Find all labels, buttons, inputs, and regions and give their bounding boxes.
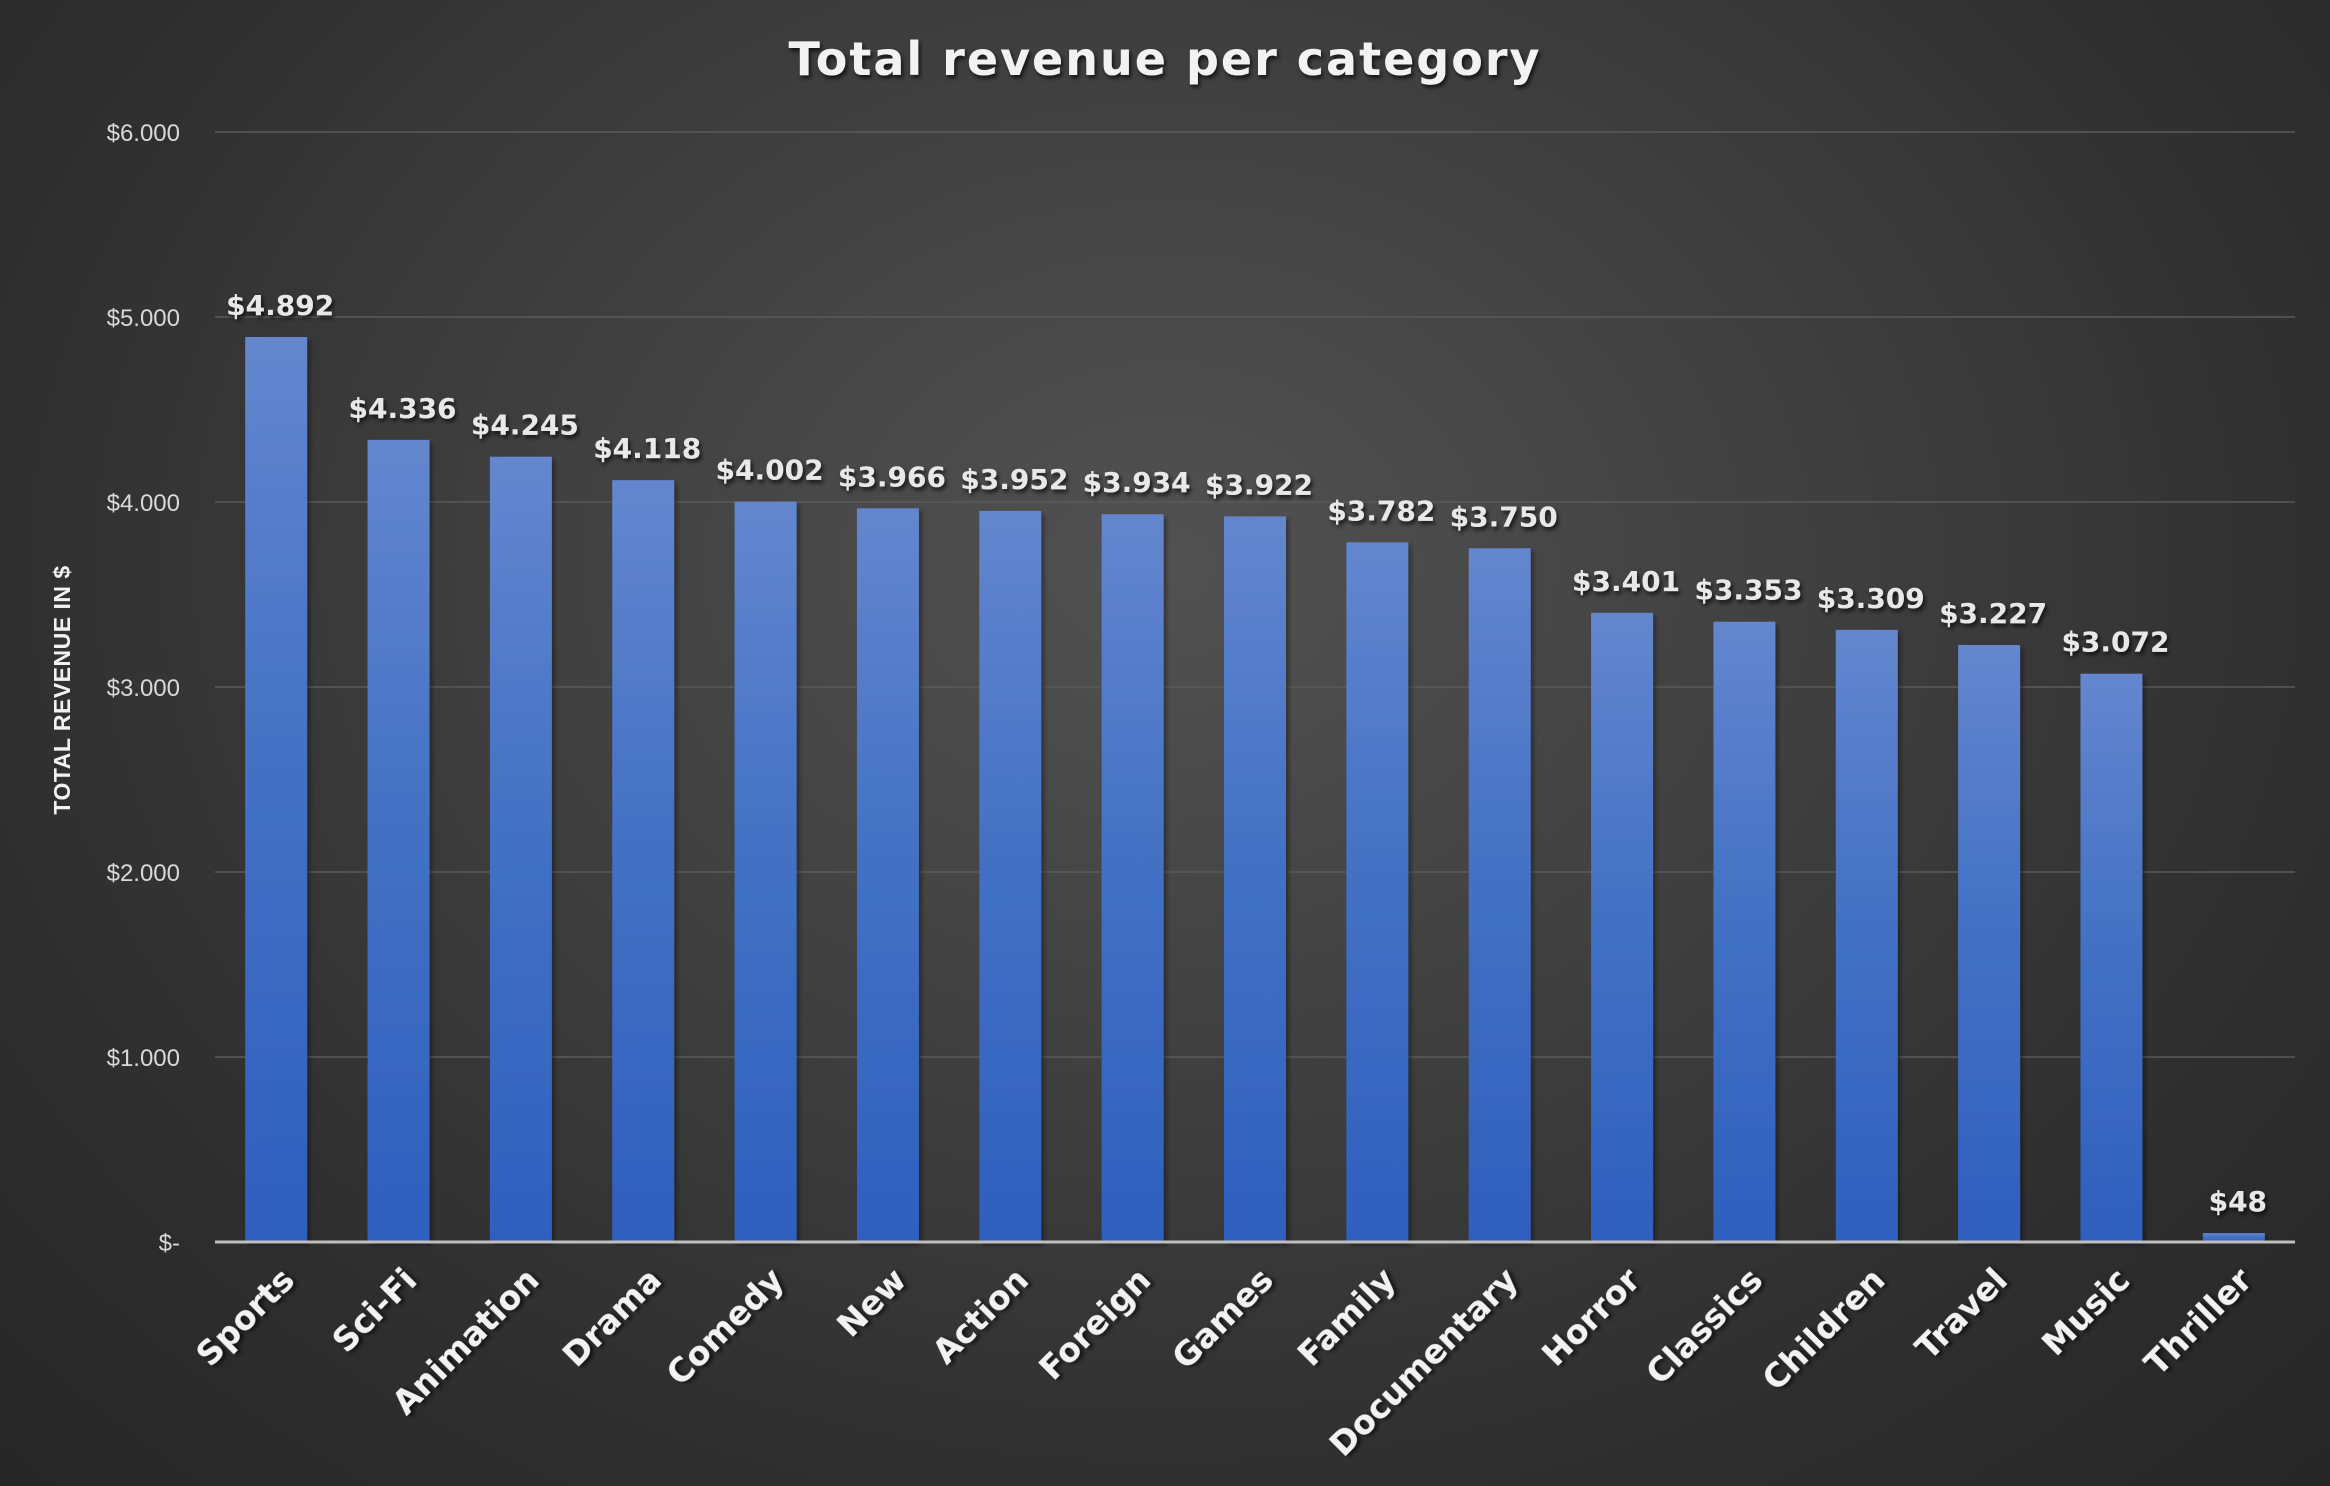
bars [245, 336, 2265, 1243]
bar-sci-fi [367, 439, 430, 1243]
category-label: Foreign [1031, 1260, 1158, 1387]
category-label: Games [1164, 1260, 1281, 1377]
data-label: $3.353 [1694, 574, 1802, 607]
data-label: $3.934 [1083, 466, 1191, 499]
y-tick-label: $5.000 [107, 305, 180, 332]
bar-action [979, 510, 1042, 1242]
category-label: Family [1290, 1260, 1403, 1373]
y-axis-ticks: $- $1.000 $2.000 $3.000 $4.000 $5.000 $6.000 [107, 120, 180, 1257]
data-label: $3.227 [1939, 597, 2047, 630]
data-label: $3.401 [1572, 565, 1680, 598]
category-label: Sci-Fi [324, 1260, 424, 1360]
category-label: Classics [1638, 1260, 1770, 1392]
data-label: $4.892 [226, 289, 334, 322]
y-axis-title: TOTAL REVENUE IN $ [49, 565, 75, 814]
data-label: $3.309 [1817, 582, 1925, 615]
data-label: $3.750 [1450, 500, 1558, 533]
data-label: $3.782 [1327, 494, 1435, 527]
bar-children [1835, 629, 1898, 1242]
bar-sports [245, 336, 308, 1243]
data-label: $4.118 [593, 432, 701, 465]
data-label: $4.336 [348, 392, 456, 425]
bar-new [856, 508, 919, 1242]
bar-travel [1958, 645, 2021, 1242]
data-labels: $4.892 $4.336 $4.245 $4.118 $4.002 $3.966 $3.9… [226, 289, 2267, 1218]
data-label: $4.002 [716, 454, 824, 487]
bar-thriller [2202, 1233, 2265, 1242]
y-tick-label: $6.000 [107, 120, 180, 147]
category-label: Horror [1534, 1260, 1648, 1374]
bar-classics [1713, 621, 1776, 1242]
data-label: $4.245 [471, 409, 579, 442]
data-label: $3.922 [1205, 468, 1313, 501]
bar-animation [489, 456, 552, 1242]
bar-comedy [734, 501, 797, 1242]
bar-documentary [1468, 548, 1531, 1242]
category-label: Travel [1908, 1260, 2015, 1367]
category-label: Thriller [2137, 1260, 2260, 1383]
y-tick-label: $3.000 [107, 675, 180, 702]
chart-title: Total revenue per category [789, 32, 1542, 86]
category-label: Drama [555, 1260, 669, 1374]
y-tick-label: $2.000 [107, 860, 180, 887]
category-label: Action [925, 1260, 1036, 1371]
category-label: Sports [188, 1260, 302, 1374]
category-label: Music [2034, 1260, 2137, 1363]
y-tick-label: $4.000 [107, 490, 180, 517]
category-label: Children [1754, 1260, 1892, 1398]
bar-family [1346, 542, 1409, 1242]
bar-music [2080, 673, 2143, 1242]
bar-games [1224, 516, 1286, 1242]
bar-foreign [1101, 514, 1164, 1242]
data-label: $3.072 [2061, 626, 2169, 659]
y-tick-label: $1.000 [107, 1045, 180, 1072]
y-tick-label: $- [159, 1230, 180, 1257]
category-label: Comedy [658, 1260, 791, 1393]
data-label: $48 [2209, 1185, 2267, 1218]
data-label: $3.966 [838, 460, 946, 493]
data-label: $3.952 [960, 463, 1068, 496]
bar-drama [612, 480, 675, 1242]
bar-horror [1591, 612, 1654, 1242]
category-label: New [829, 1260, 913, 1344]
